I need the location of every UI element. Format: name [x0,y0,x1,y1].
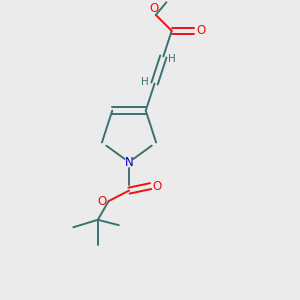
Text: O: O [153,180,162,193]
Text: H: H [168,55,176,64]
Text: N: N [124,156,134,169]
Text: O: O [98,195,107,208]
Text: H: H [141,77,149,87]
Text: O: O [196,24,206,37]
Text: O: O [150,2,159,15]
